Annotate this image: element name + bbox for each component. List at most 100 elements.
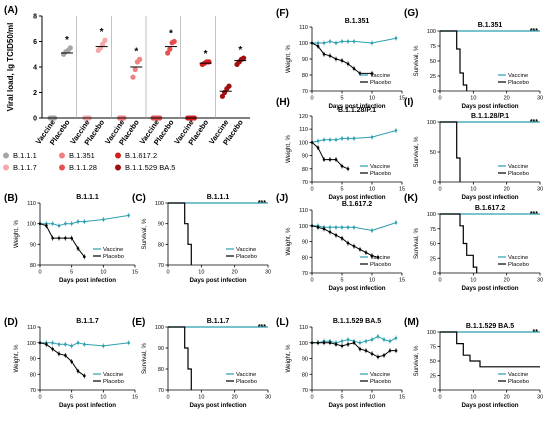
x-axis-label: Days post infection [328, 285, 385, 292]
legend-label-placebo: Placebo [508, 379, 529, 385]
y-axis-label: Survival, % [141, 218, 148, 249]
placebo-series-line [168, 202, 192, 265]
panel-m: (M) B.1.1.529 BA.5 0 25 50 75 100 0 10 20 30 Days p… [404, 317, 543, 409]
x-axis-label: Days post infection [189, 402, 246, 409]
y-tick-label: 100 [299, 41, 308, 47]
y-tick-label: 90 [302, 240, 308, 246]
legend-label-placebo: Placebo [103, 254, 124, 260]
y-tick-label: 0 [433, 271, 436, 277]
x-axis-label: Days post infection [59, 277, 116, 284]
y-tick-label: 4 [33, 65, 37, 72]
x-tick-label: 15 [399, 278, 405, 284]
y-tick-label: 70 [302, 388, 308, 394]
panel-letter: (I) [404, 97, 413, 108]
placebo-point [206, 59, 212, 65]
x-tick-label: 15 [132, 270, 138, 276]
x-axis-label: Days post infection [59, 402, 116, 409]
x-tick-label: 15 [399, 187, 405, 193]
chart-title: B.1.1.28/P.1 [471, 113, 509, 120]
panel-letter: (G) [404, 8, 418, 19]
y-tick-label: 110 [299, 127, 308, 133]
chart-title: B.1.617.2 [342, 201, 372, 208]
y-tick-label: 100 [427, 120, 436, 126]
placebo-series-line [440, 213, 478, 273]
legend-label-placebo: Placebo [236, 379, 257, 385]
x-tick-label: 20 [504, 395, 510, 401]
x-tick-label: 30 [537, 395, 543, 401]
y-axis-label: Weight, % [13, 219, 20, 248]
y-tick-label: 80 [30, 372, 36, 378]
legend-label-placebo: Placebo [508, 171, 529, 177]
placebo-point [100, 41, 106, 47]
placebo-point [132, 66, 138, 73]
x-tick-label: 15 [132, 395, 138, 401]
legend-label-placebo: Placebo [508, 80, 529, 86]
legend-label-vaccine: Vaccine [370, 255, 390, 261]
vaccine-series-line [40, 214, 129, 227]
y-axis-label: Survival, % [413, 345, 420, 376]
y-tick-label: 120 [299, 114, 308, 120]
legend-label: B.1.1.28 [69, 163, 97, 172]
placebo-point [67, 45, 73, 51]
placebo-series-line [440, 30, 468, 91]
significance-marker: *** [530, 119, 538, 126]
panel-letter: (L) [276, 317, 289, 328]
x-tick-label: 20 [504, 187, 510, 193]
legend-label-placebo: Placebo [236, 254, 257, 260]
x-tick-label: 0 [166, 395, 169, 401]
y-tick-label: 75 [430, 44, 436, 50]
x-axis-label: Days post infection [461, 194, 518, 201]
x-axis-label: Days post infection [328, 194, 385, 201]
legend-marker [115, 152, 121, 159]
panel-letter: (F) [276, 8, 289, 19]
y-tick-label: 70 [158, 388, 164, 394]
y-tick-label: 90 [302, 357, 308, 363]
y-tick-label: 50 [430, 150, 436, 156]
y-tick-label: 50 [430, 242, 436, 248]
x-tick-label: 30 [537, 278, 543, 284]
panel-l: (L) B.1.1.529 BA.5 70 80 90 100 110 0 5 10 15 Days … [276, 317, 405, 409]
x-tick-label: 15 [399, 96, 405, 102]
y-tick-label: 100 [299, 341, 308, 347]
panel-letter: (J) [276, 193, 288, 204]
y-tick-label: 80 [302, 372, 308, 378]
legend-label-placebo: Placebo [508, 262, 529, 268]
y-axis-label: Survival, % [141, 343, 148, 374]
significance-marker: * [100, 27, 104, 38]
y-tick-label: 110 [299, 25, 308, 31]
x-tick-label: 0 [438, 395, 441, 401]
x-tick-label: 10 [369, 96, 375, 102]
significance-marker: ** [533, 329, 539, 336]
y-tick-label: 110 [27, 325, 36, 331]
panel-b: (B) B.1.1.1 80 90 100 110 0 5 10 15 Days post infe… [4, 193, 138, 284]
x-tick-label: 0 [38, 270, 41, 276]
y-tick-label: 100 [155, 201, 164, 207]
y-tick-label: 0 [433, 89, 436, 95]
x-tick-label: 0 [310, 187, 313, 193]
legend-label-vaccine: Vaccine [236, 372, 256, 378]
y-tick-label: 80 [158, 242, 164, 248]
placebo-point [167, 46, 173, 52]
y-axis-label: Weight, % [285, 134, 292, 163]
legend-label-vaccine: Vaccine [370, 372, 390, 378]
y-axis-label: Weight, % [285, 227, 292, 256]
chart-title: B.1.1.529 BA.5 [466, 323, 514, 330]
legend-label-vaccine: Vaccine [370, 73, 390, 79]
panel-k: (K) B.1.617.2 0 25 50 75 100 0 10 20 30 Days post i… [404, 193, 543, 292]
legend-label-placebo: Placebo [370, 262, 391, 268]
legend-label: B.1.351 [69, 151, 95, 160]
significance-marker: *** [530, 28, 538, 35]
panel-j: (J) B.1.617.2 70 80 90 100 110 0 5 10 15 Days post … [276, 193, 405, 292]
vaccine-series-line [40, 342, 129, 347]
placebo-series-line [168, 326, 192, 390]
y-tick-label: 2 [33, 90, 37, 97]
y-tick-label: 6 [33, 39, 37, 46]
panel-letter: (H) [276, 97, 290, 108]
significance-marker: * [134, 46, 138, 57]
x-tick-label: 10 [100, 395, 106, 401]
x-tick-label: 5 [340, 278, 343, 284]
legend-marker [115, 164, 121, 171]
y-axis-label: Viral load, lg TCID50/ml [6, 23, 15, 112]
x-tick-label: 5 [340, 395, 343, 401]
